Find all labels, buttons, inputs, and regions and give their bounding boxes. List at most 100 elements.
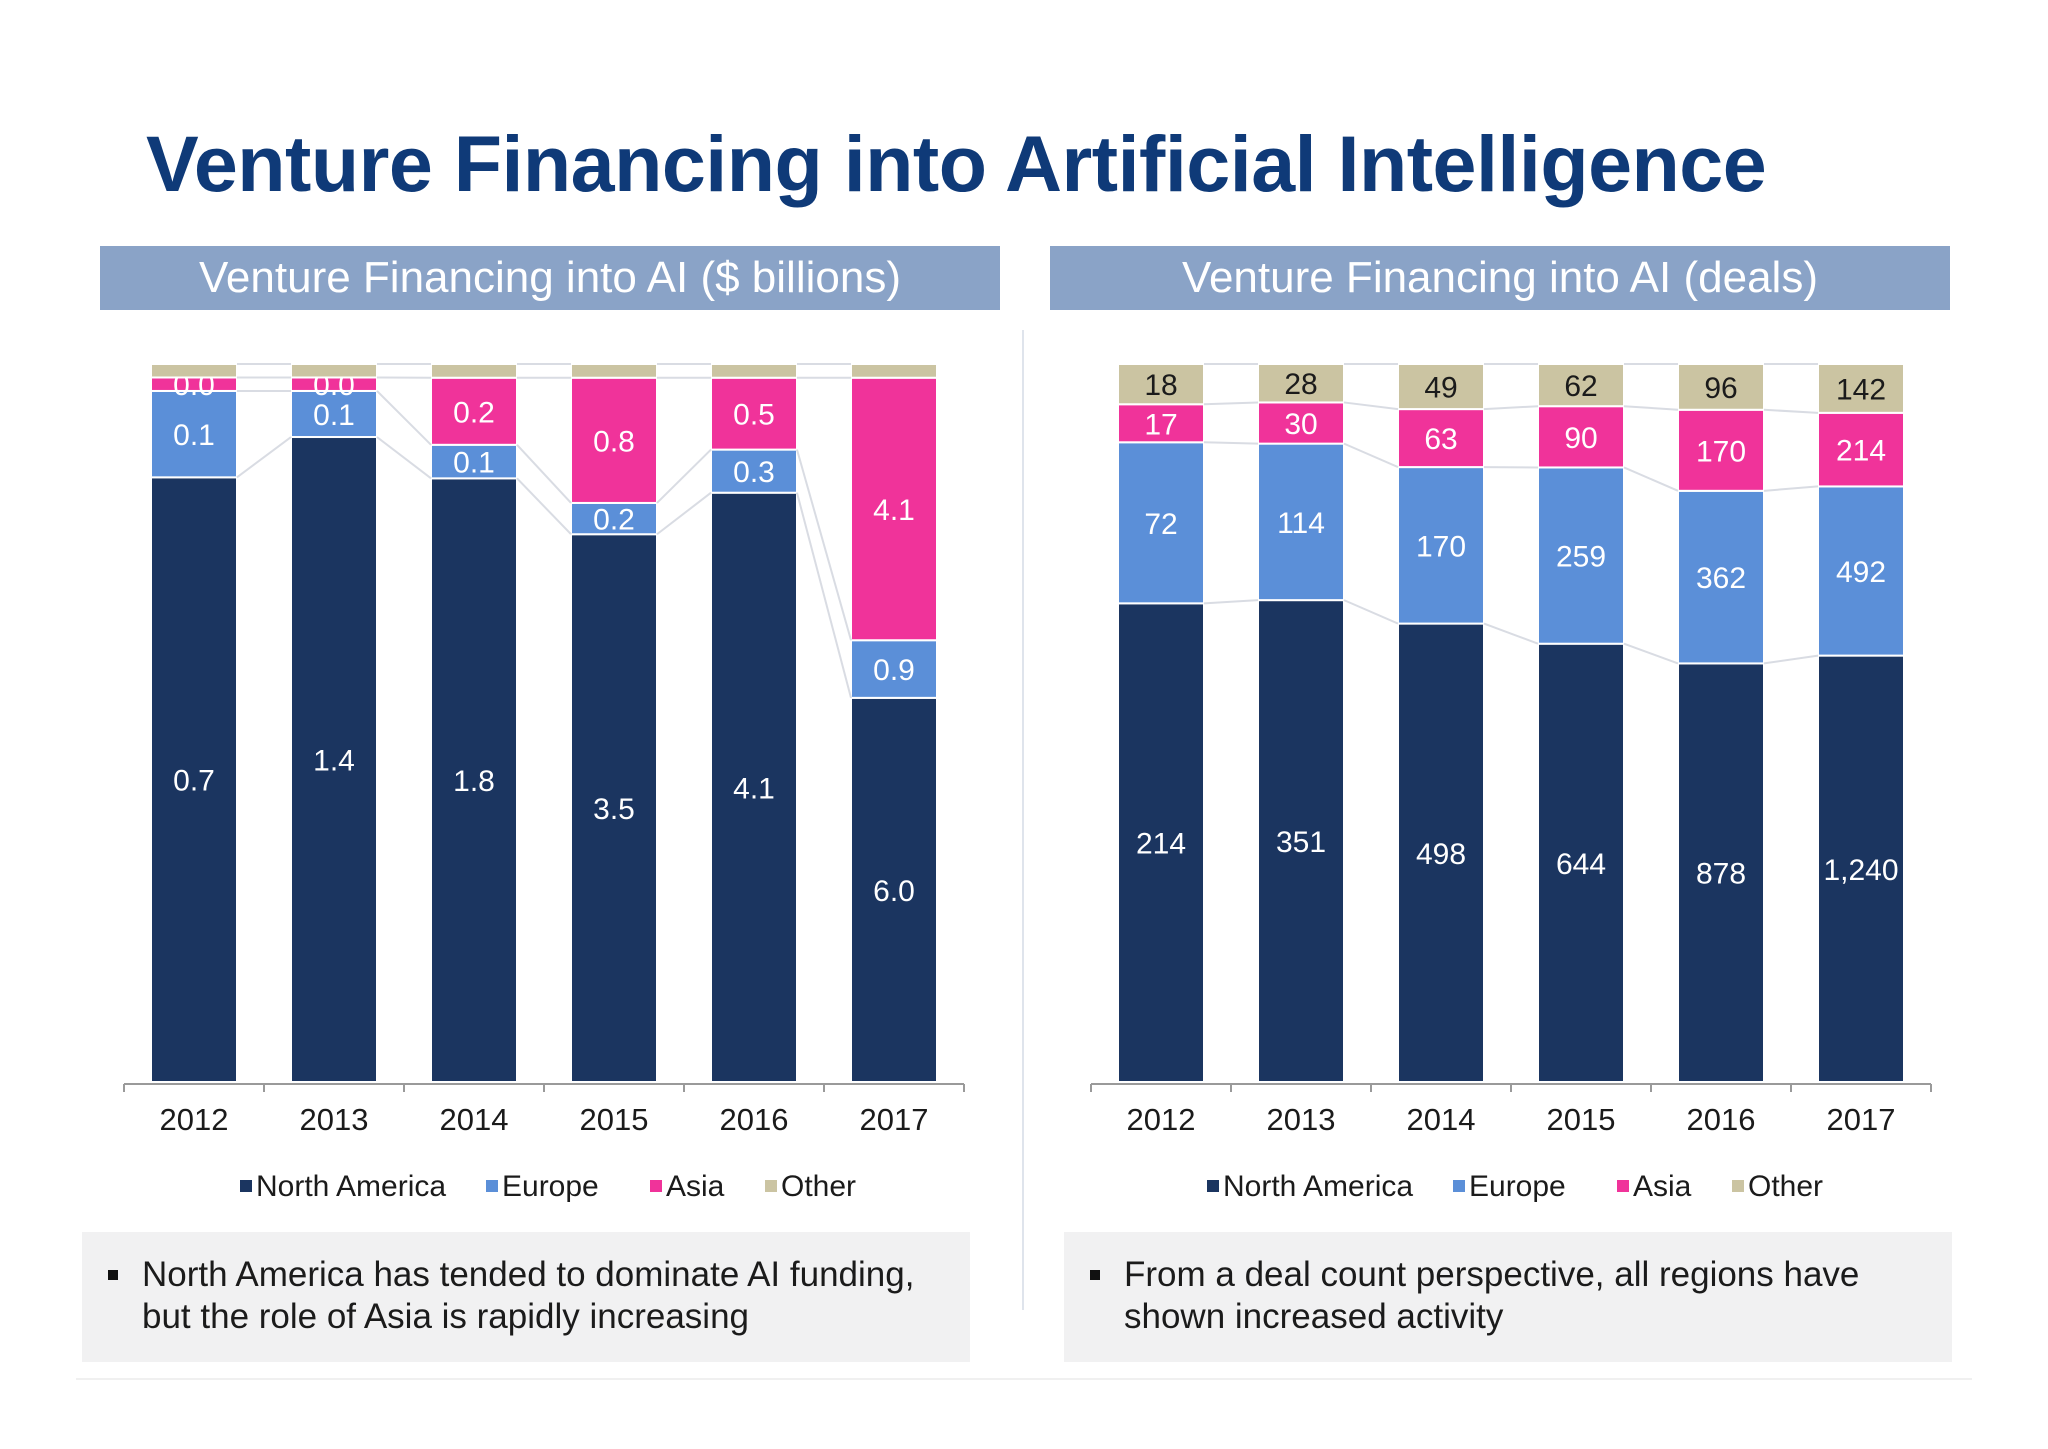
page-title: Venture Financing into Artificial Intell… [146,119,1767,208]
data-label: 0.8 [593,425,635,458]
bullet-icon [108,1270,118,1280]
series-connector [516,444,572,504]
bar-segment-other-2015 [570,363,658,379]
legend-item-europe: Europe [1453,1170,1566,1203]
data-label: 0.3 [733,456,775,489]
chart-deals: 214 72 17 18 2012 351 114 30 28 2013 498 170 63 49 201… [1090,363,1932,1203]
data-label: 18 [1144,369,1177,402]
x-tick-label-2016: 2016 [1687,1102,1756,1137]
bar-segment-europe-2016 [1677,489,1765,665]
note-line: From a deal count perspective, all regio… [1124,1255,1860,1294]
x-tick-label-2013: 2013 [300,1102,369,1137]
bottom-rule [76,1378,1972,1380]
legend-swatch [1453,1180,1465,1192]
bar-segment-other-2015 [1537,363,1625,408]
data-label: 114 [1277,507,1325,540]
data-label: 96 [1704,372,1737,405]
legend-swatch [765,1180,777,1192]
legend-swatch [1207,1180,1219,1192]
bar-segment-north-america-2014 [430,477,518,1083]
panel-divider [1022,330,1024,1310]
x-tick-label-2017: 2017 [860,1102,929,1137]
data-label: 1.4 [313,745,355,778]
data-label: 0.1 [313,399,355,432]
bar-segment-north-america-2012 [150,476,238,1083]
bar-segment-asia-2016 [1677,408,1765,492]
bar-segment-europe-2012 [150,389,238,479]
bar-segment-europe-2017 [850,639,938,699]
bullet-icon [1090,1270,1100,1280]
data-label: 0.1 [453,447,495,480]
bar-segment-asia-2017 [850,376,938,642]
legend-label: Europe [502,1170,599,1203]
data-label: 4.1 [873,494,915,527]
bar-segment-europe-2016 [710,448,798,494]
data-label: 90 [1564,422,1597,455]
data-label: 6.0 [873,875,915,908]
legend-label: Other [1748,1170,1823,1203]
bar-segment-north-america-2017 [850,696,938,1083]
bar-segment-europe-2013 [1257,442,1345,602]
series-connector [796,449,852,641]
data-label: 0.9 [873,654,915,687]
bar-segment-north-america-2015 [570,533,658,1083]
bar-segment-asia-2015 [1537,405,1625,469]
legend-swatch [650,1180,662,1192]
data-label: 0.1 [173,419,215,452]
data-label: 49 [1424,372,1457,405]
legend-label: Asia [666,1170,725,1203]
data-label: 0.2 [453,396,495,429]
data-label: 1,240 [1823,854,1898,887]
series-connector [1623,405,1679,411]
note-line: North America has tended to dominate AI … [142,1255,915,1294]
series-connector [656,448,712,504]
bar-segment-other-2013 [290,363,378,379]
bar-segment-other-2016 [710,363,798,379]
series-connector [1763,654,1819,665]
legend-item-north-america: North America [240,1170,446,1203]
data-label: 214 [1836,435,1886,468]
note-billions: North America has tended to dominate AI … [82,1232,970,1362]
x-tick-label-2015: 2015 [580,1102,649,1137]
x-tick-label-2014: 2014 [440,1102,509,1137]
series-connector [376,436,432,480]
x-tick-label-2017: 2017 [1827,1102,1896,1137]
data-label: 878 [1696,858,1746,891]
bar-segment-other-2013 [1257,363,1345,404]
bar-segment-north-america-2013 [290,436,378,1084]
legend-item-asia: Asia [650,1170,725,1203]
bar-segment-asia-2016 [710,376,798,451]
chart-header-billions: Venture Financing into AI ($ billions) [100,246,1000,310]
series-connector [1343,442,1399,469]
legend-item-asia: Asia [1617,1170,1692,1203]
series-connector [376,390,432,446]
legend-label: Asia [1633,1170,1692,1203]
series-connector [1203,599,1259,605]
bar-segment-asia-2017 [1817,411,1905,488]
legend-swatch [486,1180,498,1192]
legend-item-other: Other [765,1170,856,1203]
legend-label: Europe [1469,1170,1566,1203]
series-connector [236,436,292,479]
bar-segment-north-america-2016 [1677,662,1765,1083]
series-connector [1203,401,1259,406]
chart-billions: 0.70.10.020121.40.10.020131.80.10.220143… [123,363,965,1203]
bar-segment-europe-2014 [430,443,518,480]
chart-header-deals: Venture Financing into AI (deals) [1050,246,1950,310]
data-label: 351 [1276,826,1326,859]
bar-segment-other-2014 [430,363,518,379]
legend-swatch [1617,1180,1629,1192]
note-line: shown increased activity [1124,1297,1504,1336]
note-deals: From a deal count perspective, all regio… [1064,1232,1952,1362]
series-connector [1343,401,1399,411]
bar-segment-north-america-2013 [1257,599,1345,1083]
legend-label: Other [781,1170,856,1203]
series-connector [1483,622,1539,645]
series-connector [1623,642,1679,665]
legend-item-other: Other [1732,1170,1823,1203]
series-connector [1203,441,1259,445]
data-label: 170 [1416,530,1466,563]
bar-segment-north-america-2016 [710,491,798,1084]
series-connector [516,477,572,535]
bar-segment-other-2012 [1117,363,1205,406]
